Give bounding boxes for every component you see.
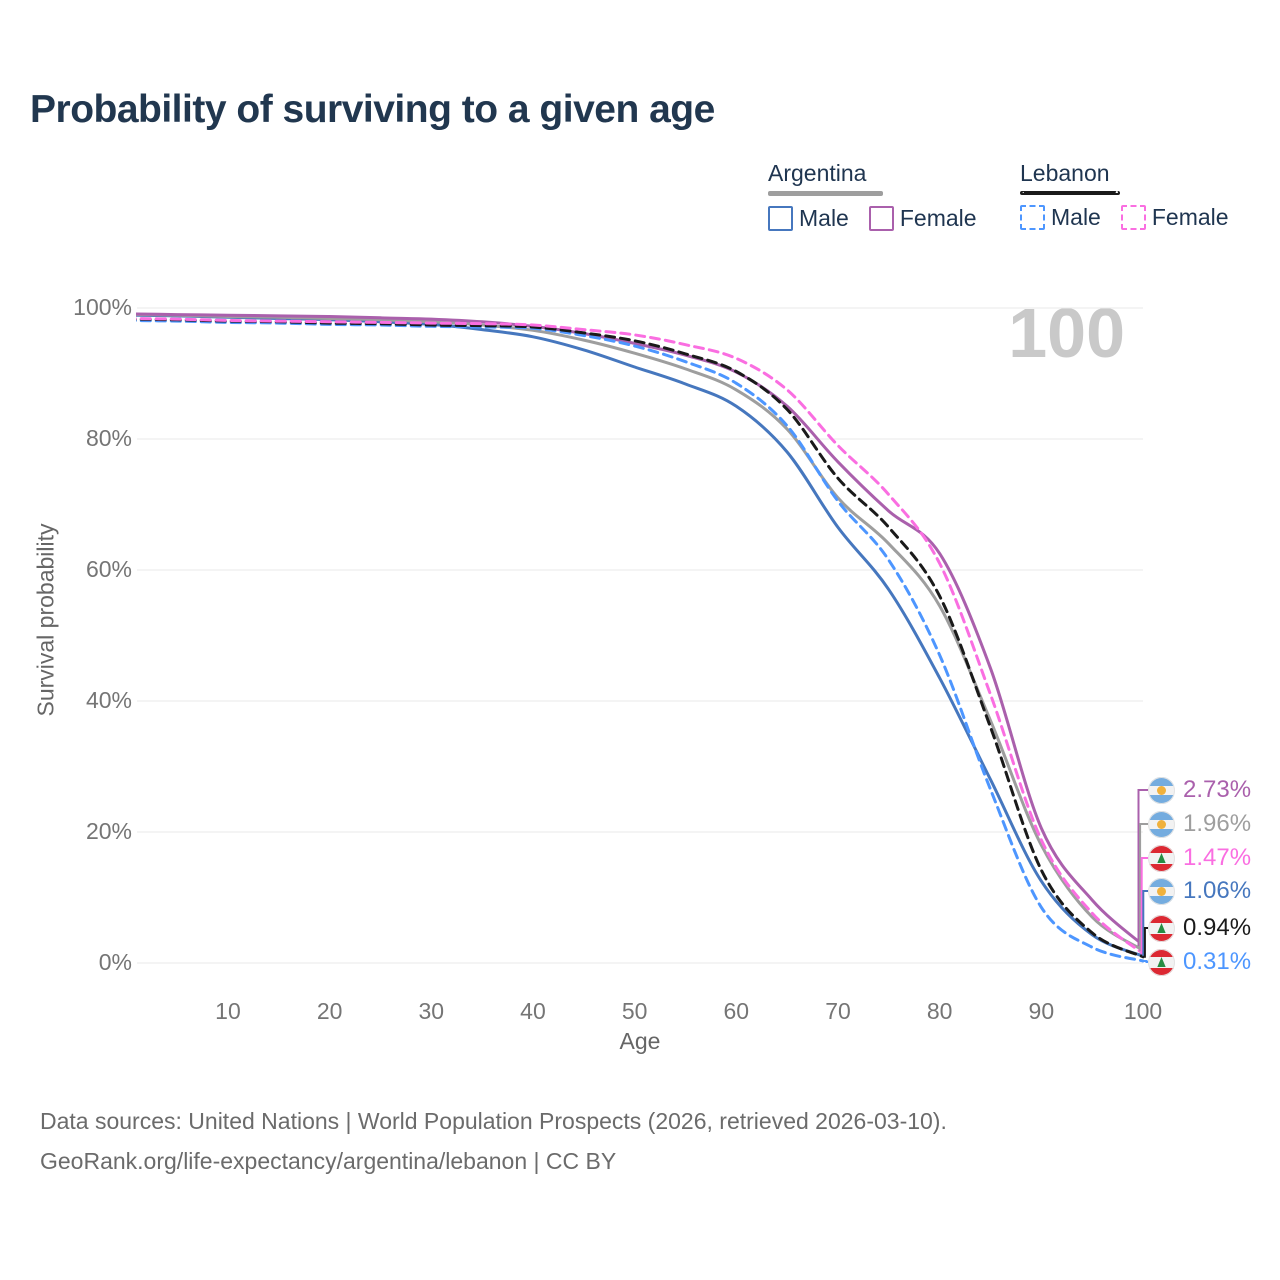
- checkbox-argentina-male[interactable]: [768, 206, 793, 231]
- data-sources-text: Data sources: United Nations | World Pop…: [40, 1108, 947, 1134]
- end-value-label: 0.31%: [1183, 948, 1252, 975]
- line-argentina[interactable]: [126, 313, 1145, 952]
- lebanon-flag-icon: [1148, 844, 1175, 872]
- argentina-flag-icon: [1148, 810, 1175, 838]
- end-label-row: 2.73%: [1148, 776, 1251, 804]
- end-label-row: 1.06%: [1148, 877, 1251, 905]
- legend-lebanon: Lebanon Male Female: [1020, 160, 1229, 231]
- legend-argentina-line-swatch: [768, 191, 883, 196]
- legend-argentina-male-label[interactable]: Male: [799, 205, 849, 231]
- legend-lebanon-female-toggle[interactable]: Female: [1120, 204, 1229, 231]
- legend-argentina-title[interactable]: Argentina: [768, 160, 867, 186]
- legend-lebanon-male-toggle[interactable]: Male: [1020, 204, 1101, 231]
- legend-argentina: Argentina Male Female: [768, 160, 977, 232]
- end-value-label: 1.06%: [1183, 877, 1252, 904]
- page-title: Probability of surviving to a given age: [30, 88, 715, 131]
- legend-argentina-male-toggle[interactable]: Male: [768, 205, 849, 232]
- end-label-row: 1.47%: [1148, 844, 1251, 872]
- legend-lebanon-male-label[interactable]: Male: [1051, 204, 1101, 230]
- attribution-text: GeoRank.org/life-expectancy/argentina/le…: [40, 1148, 617, 1174]
- end-label-row: 0.31%: [1148, 948, 1251, 976]
- checkbox-lebanon-male[interactable]: [1020, 205, 1045, 230]
- end-label-row: 1.96%: [1148, 810, 1251, 838]
- end-label-row: 0.94%: [1148, 914, 1251, 942]
- legend-lebanon-female-label[interactable]: Female: [1151, 204, 1229, 230]
- age-watermark: 100: [1008, 294, 1125, 372]
- line-lebanon[interactable]: [126, 317, 1145, 959]
- lebanon-flag-icon: [1148, 948, 1175, 976]
- end-value-label: 2.73%: [1183, 776, 1252, 803]
- end-value-label: 0.94%: [1183, 914, 1252, 941]
- legend-lebanon-line-swatch: [1020, 191, 1120, 195]
- legend-argentina-female-label[interactable]: Female: [899, 205, 977, 231]
- line-argentina-female[interactable]: [126, 312, 1145, 947]
- legend-lebanon-title[interactable]: Lebanon: [1020, 160, 1110, 186]
- line-lebanon-male[interactable]: [126, 319, 1145, 963]
- checkbox-lebanon-female[interactable]: [1120, 205, 1146, 230]
- argentina-flag-icon: [1148, 776, 1175, 804]
- checkbox-argentina-female[interactable]: [868, 206, 894, 231]
- x-axis-title: Age: [619, 1028, 661, 1054]
- lebanon-flag-icon: [1148, 914, 1175, 942]
- line-argentina-male[interactable]: [126, 313, 1145, 958]
- argentina-flag-icon: [1148, 877, 1175, 905]
- y-axis-title: Survival probability: [32, 523, 59, 717]
- legend-argentina-female-toggle[interactable]: Female: [868, 205, 977, 232]
- line-lebanon-female[interactable]: [126, 317, 1145, 955]
- end-value-label: 1.96%: [1183, 810, 1252, 837]
- end-value-label: 1.47%: [1183, 844, 1252, 871]
